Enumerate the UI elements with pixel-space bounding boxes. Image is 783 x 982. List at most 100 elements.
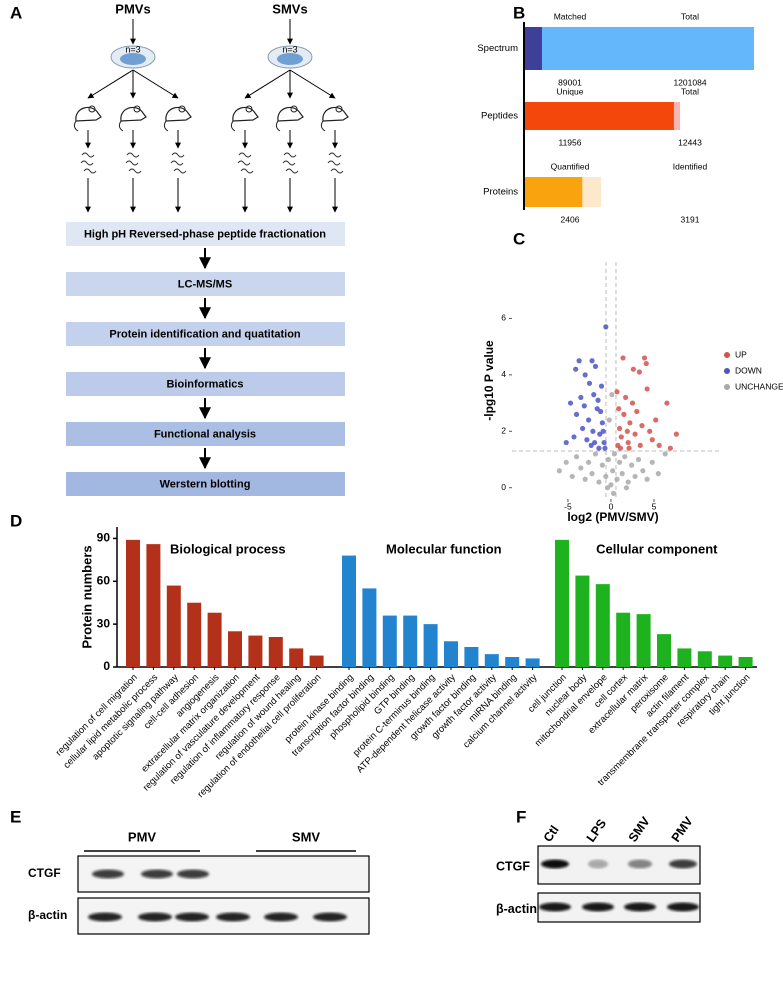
point <box>619 471 625 477</box>
point <box>603 324 609 330</box>
lane-label: Ctl <box>541 823 562 845</box>
point <box>623 394 629 401</box>
point <box>576 358 582 364</box>
band <box>667 902 699 912</box>
point <box>637 442 643 448</box>
point <box>573 366 579 372</box>
band <box>216 912 250 922</box>
mouse-tail <box>163 120 169 132</box>
band <box>264 912 298 922</box>
arrow <box>244 69 291 99</box>
step-text: Functional analysis <box>154 428 256 440</box>
bar <box>207 612 222 667</box>
y-tick-label: 0 <box>501 482 506 492</box>
band <box>175 912 209 922</box>
bar <box>525 102 674 130</box>
panel-label: B <box>513 3 525 22</box>
bar <box>505 657 520 667</box>
point <box>639 423 645 429</box>
point <box>571 434 577 440</box>
part-label: Quantified <box>551 161 590 171</box>
peptide-icon <box>237 152 254 174</box>
group-label: SMV <box>292 829 321 844</box>
point <box>673 431 679 437</box>
bar <box>677 648 692 667</box>
band <box>138 912 172 922</box>
band <box>628 859 652 869</box>
bar <box>268 637 283 667</box>
row-label: Proteins <box>483 187 518 198</box>
band <box>624 902 656 912</box>
y-axis-label: Protein numbers <box>79 545 94 648</box>
point <box>626 445 632 451</box>
sample-count: n=3 <box>125 44 140 54</box>
point <box>594 406 600 412</box>
legend-swatch <box>724 368 730 374</box>
bar <box>342 555 356 667</box>
part-label: Unique <box>557 86 584 96</box>
bar <box>697 651 712 667</box>
point <box>643 360 649 367</box>
point <box>609 392 615 398</box>
bar <box>423 624 438 667</box>
point <box>596 479 602 485</box>
bar <box>525 658 540 667</box>
y-tick-label: 4 <box>501 369 506 379</box>
y-tick-label: 6 <box>501 313 506 323</box>
point <box>624 428 630 434</box>
group-title: Biological process <box>170 541 286 556</box>
legend-swatch <box>724 352 730 358</box>
step-text: Werstern blotting <box>160 478 251 490</box>
point <box>573 454 580 460</box>
bar <box>575 575 590 667</box>
step-text: High pH Reversed-phase peptide fractiona… <box>84 228 326 240</box>
step-box <box>66 372 345 396</box>
point <box>630 366 636 372</box>
bar <box>289 648 304 667</box>
panel-label: E <box>10 807 21 826</box>
legend-label: UNCHANGE <box>735 381 783 391</box>
blot-box <box>77 855 370 893</box>
lane-label: LPS <box>584 817 609 845</box>
bar <box>484 654 499 667</box>
point <box>632 431 638 437</box>
mouse-ear <box>290 105 298 113</box>
bar <box>657 634 671 667</box>
point <box>616 459 623 465</box>
arrow <box>132 69 179 99</box>
y-tick-label: 2 <box>501 426 506 436</box>
bar <box>525 177 583 207</box>
dish-content <box>277 53 303 65</box>
band <box>177 869 209 879</box>
bar <box>403 615 418 667</box>
mouse-ear <box>245 105 253 113</box>
panel-label: F <box>516 807 526 826</box>
point <box>604 485 611 491</box>
bar <box>126 539 140 667</box>
point <box>623 485 630 491</box>
point <box>556 468 562 474</box>
panel-label: C <box>513 229 525 248</box>
point <box>578 394 584 401</box>
row-label: β-actin <box>28 908 67 922</box>
y-tick-label: 90 <box>97 531 111 545</box>
band <box>588 859 608 869</box>
legend-swatch <box>724 384 730 390</box>
point <box>647 428 653 434</box>
point <box>618 434 624 440</box>
value-label: 1201084 <box>673 77 706 87</box>
point <box>591 392 597 398</box>
point <box>600 428 606 434</box>
point <box>596 445 602 451</box>
point <box>614 389 620 395</box>
value-label: 11956 <box>558 137 581 147</box>
row-label: CTGF <box>28 866 61 880</box>
bar <box>146 544 161 667</box>
point <box>589 358 595 364</box>
point <box>664 400 670 406</box>
point <box>584 437 590 443</box>
point <box>592 363 599 369</box>
point <box>610 468 616 474</box>
point <box>644 476 650 482</box>
